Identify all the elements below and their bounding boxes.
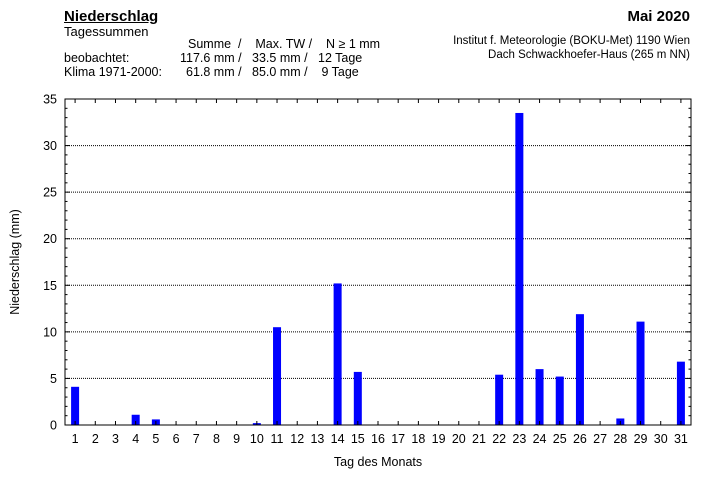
x-tick-label: 23 (512, 432, 526, 446)
x-tick-label: 25 (553, 432, 567, 446)
x-tick-label: 14 (331, 432, 345, 446)
x-tick-label: 30 (654, 432, 668, 446)
x-tick-label: 17 (391, 432, 405, 446)
x-tick-label: 19 (432, 432, 446, 446)
bar-day-14 (333, 283, 342, 425)
x-tick-label: 31 (674, 432, 688, 446)
x-tick-label: 12 (290, 432, 304, 446)
climate-values: 61.8 mm / 85.0 mm / 9 Tage (186, 65, 359, 79)
x-tick-label: 11 (271, 432, 284, 446)
y-tick-label: 20 (43, 232, 57, 246)
x-tick-label: 20 (452, 432, 466, 446)
plot-frame (64, 98, 692, 426)
x-tick-label: 13 (310, 432, 324, 446)
x-tick-label: 5 (152, 432, 159, 446)
bar-day-31 (676, 361, 685, 425)
x-tick-label: 8 (213, 432, 220, 446)
x-tick-label: 2 (92, 432, 99, 446)
chart-subtitle: Tagessummen (64, 24, 149, 39)
x-tick-label: 9 (233, 432, 240, 446)
x-tick-label: 15 (351, 432, 365, 446)
x-tick-label: 28 (613, 432, 627, 446)
observed-values: 117.6 mm / 33.5 mm / 12 Tage (180, 51, 363, 65)
institute-line-1: Institut f. Meteorologie (BOKU-Met) 1190… (453, 35, 690, 47)
y-tick-label: 25 (43, 186, 57, 200)
bar-day-29 (636, 321, 645, 425)
x-tick-label: 26 (573, 432, 587, 446)
x-tick-label: 10 (250, 432, 264, 446)
x-tick-label: 22 (492, 432, 506, 446)
bar-day-15 (353, 371, 362, 425)
month-label: Mai 2020 (627, 8, 690, 25)
x-tick-label: 29 (634, 432, 648, 446)
y-axis-ticks: 0 5 10 15 20 25 30 35 (43, 93, 691, 433)
x-tick-label: 24 (533, 432, 547, 446)
x-tick-label: 4 (132, 432, 139, 446)
x-tick-label: 7 (193, 432, 200, 446)
bar-day-25 (555, 376, 564, 425)
x-tick-label: 1 (72, 432, 79, 446)
bar-day-24 (535, 369, 544, 425)
stats-header: Summe / Max. TW / N ≥ 1 mm (188, 37, 381, 51)
x-axis-label: Tag des Monats (334, 455, 422, 469)
climate-label: Klima 1971-2000: (64, 65, 162, 79)
chart-title: Niederschlag (64, 8, 159, 25)
bar-day-23 (515, 112, 524, 425)
x-tick-label: 27 (593, 432, 607, 446)
y-tick-label: 35 (43, 93, 57, 107)
x-tick-label: 18 (411, 432, 425, 446)
x-tick-label: 6 (173, 432, 180, 446)
x-tick-label: 21 (472, 432, 486, 446)
y-tick-label: 0 (50, 419, 57, 433)
grid-lines (65, 145, 691, 379)
y-tick-label: 10 (43, 325, 57, 339)
bar-day-22 (495, 374, 504, 425)
bar-day-1 (71, 386, 80, 425)
institute-line-2: Dach Schwackhoefer-Haus (265 m NN) (488, 49, 690, 61)
bar-day-11 (273, 327, 282, 425)
observed-label: beobachtet: (64, 51, 130, 65)
y-tick-label: 15 (43, 279, 57, 293)
y-axis-label: Niederschlag (mm) (8, 209, 22, 315)
y-tick-label: 30 (43, 139, 57, 153)
bar-day-4 (131, 414, 140, 425)
bars (71, 112, 685, 425)
x-tick-label: 16 (371, 432, 385, 446)
bar-day-26 (575, 314, 584, 425)
x-axis-ticks: 1 2 3 4 5 6 7 8 9 10 11 12 13 14 15 16 17 18 19 20 21 22 23 24 2… (72, 99, 688, 446)
x-tick-label: 3 (112, 432, 119, 446)
y-tick-label: 5 (50, 372, 57, 386)
